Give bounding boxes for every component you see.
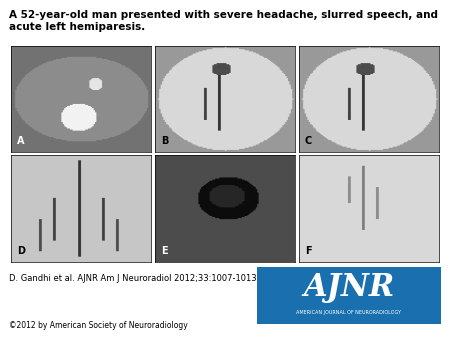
Text: AMERICAN JOURNAL OF NEURORADIOLOGY: AMERICAN JOURNAL OF NEURORADIOLOGY	[296, 311, 401, 315]
Text: D. Gandhi et al. AJNR Am J Neuroradiol 2012;33:1007-1013: D. Gandhi et al. AJNR Am J Neuroradiol 2…	[9, 274, 256, 283]
Text: F: F	[305, 246, 311, 256]
Text: E: E	[161, 246, 167, 256]
Text: AJNR: AJNR	[303, 272, 394, 303]
Text: D: D	[17, 246, 25, 256]
Text: A 52-year-old man presented with severe headache, slurred speech, and acute left: A 52-year-old man presented with severe …	[9, 10, 438, 32]
Text: B: B	[161, 136, 168, 146]
Text: A: A	[17, 136, 24, 146]
Text: ©2012 by American Society of Neuroradiology: ©2012 by American Society of Neuroradiol…	[9, 321, 188, 330]
Text: C: C	[305, 136, 312, 146]
